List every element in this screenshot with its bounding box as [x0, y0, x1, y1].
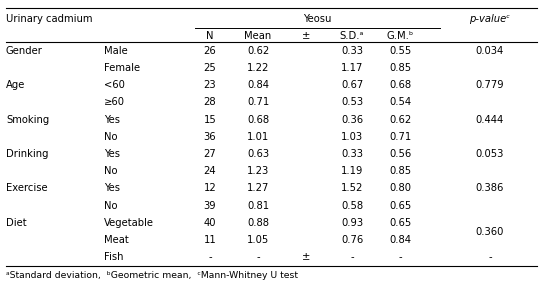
- Text: 0.80: 0.80: [389, 183, 411, 194]
- Text: Yes: Yes: [104, 183, 120, 194]
- Text: 0.76: 0.76: [341, 235, 363, 245]
- Text: 0.386: 0.386: [476, 183, 504, 194]
- Text: Vegetable: Vegetable: [104, 218, 154, 228]
- Text: 0.84: 0.84: [389, 235, 411, 245]
- Text: 39: 39: [204, 201, 216, 211]
- Text: -: -: [350, 252, 354, 262]
- Text: 0.68: 0.68: [247, 115, 269, 125]
- Text: Yes: Yes: [104, 115, 120, 125]
- Text: 0.88: 0.88: [247, 218, 269, 228]
- Text: 0.53: 0.53: [341, 97, 363, 107]
- Text: Male: Male: [104, 46, 128, 56]
- Text: 0.63: 0.63: [247, 149, 269, 159]
- Text: Mean: Mean: [244, 31, 272, 41]
- Text: Female: Female: [104, 63, 140, 73]
- Text: 1.05: 1.05: [247, 235, 269, 245]
- Text: Yes: Yes: [104, 149, 120, 159]
- Text: No: No: [104, 201, 117, 211]
- Text: 0.84: 0.84: [247, 80, 269, 90]
- Text: 0.36: 0.36: [341, 115, 363, 125]
- Text: 0.034: 0.034: [476, 46, 504, 56]
- Text: ≥60: ≥60: [104, 97, 125, 107]
- Text: -: -: [208, 252, 212, 262]
- Text: 11: 11: [204, 235, 216, 245]
- Text: Meat: Meat: [104, 235, 129, 245]
- Text: 1.03: 1.03: [341, 132, 363, 142]
- Text: 1.01: 1.01: [247, 132, 269, 142]
- Text: 1.17: 1.17: [341, 63, 363, 73]
- Text: 12: 12: [204, 183, 216, 194]
- Text: 0.444: 0.444: [476, 115, 504, 125]
- Text: Drinking: Drinking: [6, 149, 48, 159]
- Text: <60: <60: [104, 80, 125, 90]
- Text: 0.71: 0.71: [247, 97, 269, 107]
- Text: -: -: [398, 252, 402, 262]
- Text: 1.22: 1.22: [247, 63, 269, 73]
- Text: Smoking: Smoking: [6, 115, 49, 125]
- Text: 0.71: 0.71: [389, 132, 411, 142]
- Text: 0.053: 0.053: [476, 149, 504, 159]
- Text: Yeosu: Yeosu: [304, 14, 332, 24]
- Text: 40: 40: [204, 218, 216, 228]
- Text: 27: 27: [204, 149, 216, 159]
- Text: 15: 15: [204, 115, 216, 125]
- Text: 0.360: 0.360: [476, 226, 504, 237]
- Text: 1.27: 1.27: [247, 183, 269, 194]
- Text: 0.67: 0.67: [341, 80, 363, 90]
- Text: 26: 26: [204, 46, 216, 56]
- Text: Urinary cadmium: Urinary cadmium: [6, 14, 92, 24]
- Text: 1.52: 1.52: [341, 183, 363, 194]
- Text: 28: 28: [204, 97, 216, 107]
- Text: 1.19: 1.19: [341, 166, 363, 176]
- Text: Age: Age: [6, 80, 26, 90]
- Text: 0.65: 0.65: [389, 201, 411, 211]
- Text: N: N: [206, 31, 214, 41]
- Text: S.D.ᵃ: S.D.ᵃ: [340, 31, 364, 41]
- Text: -: -: [256, 252, 260, 262]
- Text: ᵃStandard deviation,  ᵇGeometric mean,  ᶜMann-Whitney U test: ᵃStandard deviation, ᵇGeometric mean, ᶜM…: [6, 271, 298, 280]
- Text: Exercise: Exercise: [6, 183, 48, 194]
- Text: 23: 23: [204, 80, 216, 90]
- Text: No: No: [104, 166, 117, 176]
- Text: 0.68: 0.68: [389, 80, 411, 90]
- Text: ±: ±: [302, 31, 310, 41]
- Text: Fish: Fish: [104, 252, 123, 262]
- Text: 0.33: 0.33: [341, 46, 363, 56]
- Text: 0.58: 0.58: [341, 201, 363, 211]
- Text: 0.779: 0.779: [476, 80, 504, 90]
- Text: 0.33: 0.33: [341, 149, 363, 159]
- Text: 25: 25: [204, 63, 216, 73]
- Text: 0.65: 0.65: [389, 218, 411, 228]
- Text: 0.85: 0.85: [389, 166, 411, 176]
- Text: 0.62: 0.62: [389, 115, 411, 125]
- Text: 24: 24: [204, 166, 216, 176]
- Text: Gender: Gender: [6, 46, 43, 56]
- Text: -: -: [488, 252, 492, 262]
- Text: 1.23: 1.23: [247, 166, 269, 176]
- Text: ±: ±: [302, 252, 310, 262]
- Text: No: No: [104, 132, 117, 142]
- Text: 0.62: 0.62: [247, 46, 269, 56]
- Text: G.M.ᵇ: G.M.ᵇ: [387, 31, 414, 41]
- Text: 0.93: 0.93: [341, 218, 363, 228]
- Text: 0.54: 0.54: [389, 97, 411, 107]
- Text: p-valueᶜ: p-valueᶜ: [470, 14, 510, 24]
- Text: 0.81: 0.81: [247, 201, 269, 211]
- Text: 0.85: 0.85: [389, 63, 411, 73]
- Text: 0.56: 0.56: [389, 149, 411, 159]
- Text: Diet: Diet: [6, 218, 27, 228]
- Text: 0.55: 0.55: [389, 46, 411, 56]
- Text: 36: 36: [204, 132, 216, 142]
